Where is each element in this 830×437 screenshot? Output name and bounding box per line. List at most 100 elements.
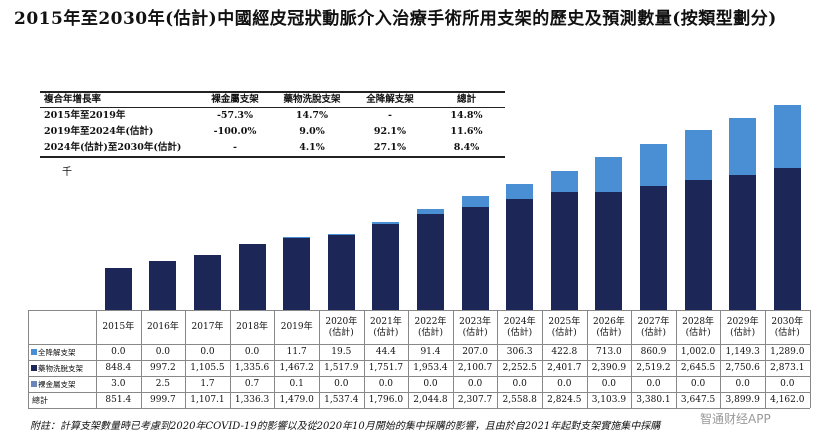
table-cell: -100.0%: [213, 126, 257, 137]
x-tick-label: 2028年(估計): [682, 316, 715, 338]
bar-segment: [461, 196, 489, 207]
total-value-label: 3,899.9: [725, 394, 760, 405]
table-cell: -: [388, 110, 392, 121]
value-label: 11.7: [286, 346, 307, 357]
value-label: 0.0: [200, 346, 215, 357]
x-tick-label: 2017年: [191, 322, 224, 332]
value-label: 1,289.0: [770, 346, 805, 357]
value-label: 1,751.7: [368, 362, 404, 373]
total-value-label: 1,796.0: [368, 394, 404, 405]
bar-segment: [506, 183, 534, 200]
legend-swatch: [31, 381, 37, 387]
grid-line: [28, 392, 810, 393]
legend-label: 藥物洗脫支架: [38, 363, 83, 373]
grid-line: [497, 310, 499, 408]
value-label: 0.0: [378, 378, 394, 389]
value-label: 0.1: [289, 378, 304, 389]
bar-segment: [506, 199, 534, 310]
grid-line: [809, 310, 811, 408]
value-label: 1,002.0: [680, 346, 716, 357]
bar-segment: [595, 192, 623, 310]
value-label: 0.0: [557, 378, 572, 389]
total-value-label: 4,162.0: [770, 394, 805, 405]
x-tick-label: 2020年(估計): [325, 316, 358, 338]
x-tick-label: 2018年: [236, 322, 269, 332]
value-label: 2,645.5: [680, 362, 716, 373]
table-cell: 92.1%: [373, 126, 407, 137]
table-cell: 4.1%: [299, 142, 325, 153]
x-tick-label: 2030年(估計): [771, 316, 804, 338]
bar-segment: [327, 235, 355, 310]
table-cell: 11.6%: [450, 126, 483, 137]
grid-line: [363, 310, 365, 408]
grid-line: [28, 376, 810, 377]
table-cell: -: [233, 142, 237, 153]
bar-segment: [729, 174, 757, 310]
legend-swatch: [31, 349, 37, 355]
total-value-label: 1,479.0: [279, 394, 314, 405]
chart-title: 2015年至2030年(估計)中國經皮冠狀動脈介入治療手術所用支架的歷史及預測數…: [14, 9, 777, 29]
table-cell: 2015年至2019年: [44, 110, 126, 121]
value-label: 3.0: [111, 378, 126, 389]
x-tick-label: 2026年(估計): [592, 316, 625, 338]
x-tick-label: 2021年(估計): [369, 316, 402, 338]
bar-segment: [417, 213, 444, 310]
x-tick-label: 2024年(估計): [503, 316, 536, 338]
x-tick-label: 2015年: [102, 322, 135, 332]
bar-segment: [773, 168, 801, 310]
value-label: 2,390.9: [591, 362, 627, 373]
bar-segment: [283, 237, 311, 310]
bar-segment: [238, 244, 266, 310]
value-label: 2,519.2: [636, 362, 671, 373]
value-label: 0.0: [780, 378, 795, 389]
grid-line: [586, 310, 588, 408]
total-value-label: 2,558.8: [502, 394, 537, 405]
value-label: 1,335.6: [234, 362, 270, 373]
grid-line: [96, 310, 97, 408]
table-rule: [40, 91, 505, 93]
value-label: 91.4: [420, 346, 441, 357]
bar-segment: [595, 157, 623, 193]
table-header: 總計: [456, 94, 476, 105]
grid-line: [28, 344, 810, 345]
bar-segment: [550, 170, 578, 192]
table-header: 藥物洗脫支架: [283, 94, 341, 105]
x-tick-label: 2025年(估計): [548, 316, 581, 338]
total-value-label: 2,307.7: [457, 394, 493, 405]
bar-segment: [640, 185, 667, 310]
grid-line: [28, 408, 810, 409]
grid-line: [274, 310, 276, 408]
value-label: 0.0: [334, 378, 349, 389]
x-tick-label: 2029年(估計): [726, 316, 759, 338]
bar-segment: [461, 206, 489, 310]
bar-segment: [283, 237, 311, 238]
bar-segment: [773, 104, 801, 169]
x-tick-label: 2023年(估計): [459, 316, 492, 338]
value-label: 44.4: [375, 346, 396, 357]
table-cell: 14.7%: [295, 110, 329, 121]
grid-line: [185, 310, 187, 408]
grid-line: [765, 310, 766, 408]
table-cell: 2019年至2024年(估計): [44, 126, 154, 137]
value-label: 19.5: [331, 346, 352, 357]
total-value-label: 2,044.8: [413, 394, 448, 405]
grid-line: [28, 310, 810, 311]
table-cell: 2024年(估計)至2030年(估計): [44, 142, 182, 153]
bar-segment: [684, 179, 712, 310]
bar-segment: [550, 191, 578, 310]
value-label: 1,517.9: [324, 362, 359, 373]
value-label: 2,401.7: [547, 362, 582, 373]
bar-segment: [640, 143, 667, 186]
value-label: 2,100.7: [457, 362, 493, 373]
bar-segment: [372, 221, 400, 224]
bar-segment: [194, 255, 221, 310]
value-label: 1,149.3: [725, 346, 760, 357]
value-label: 0.0: [690, 378, 706, 389]
grid-line: [631, 310, 633, 408]
x-tick-label: 2022年(估計): [414, 316, 447, 338]
grid-line: [675, 310, 677, 408]
value-label: 2.5: [155, 378, 171, 389]
value-label: 860.9: [640, 346, 667, 357]
legend-label: 全降解支架: [38, 347, 76, 357]
